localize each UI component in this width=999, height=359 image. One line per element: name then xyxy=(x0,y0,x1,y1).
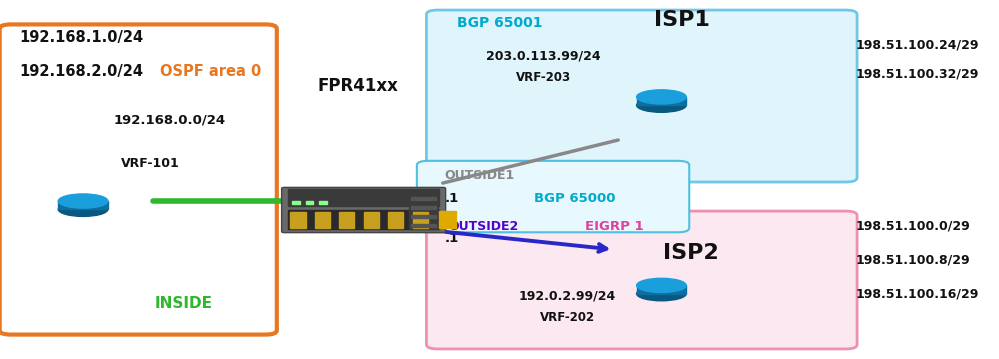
Text: EIGRP 1: EIGRP 1 xyxy=(584,220,643,233)
FancyBboxPatch shape xyxy=(282,187,446,233)
Text: INSIDE: INSIDE xyxy=(155,296,213,311)
Text: ISP2: ISP2 xyxy=(663,243,719,263)
Text: OSPF area 0: OSPF area 0 xyxy=(160,64,261,79)
Text: OUTSIDE2: OUTSIDE2 xyxy=(449,220,518,233)
Bar xyxy=(319,201,327,204)
Text: 198.51.100.32/29: 198.51.100.32/29 xyxy=(855,67,979,80)
Text: VRF-101: VRF-101 xyxy=(121,157,180,170)
Ellipse shape xyxy=(636,98,686,112)
Text: .1: .1 xyxy=(445,192,459,205)
Text: 192.0.2.99/24: 192.0.2.99/24 xyxy=(518,290,616,303)
Text: OUTSIDE1: OUTSIDE1 xyxy=(445,169,514,182)
Bar xyxy=(412,215,436,218)
FancyBboxPatch shape xyxy=(0,24,277,335)
FancyBboxPatch shape xyxy=(427,211,857,349)
Text: 198.51.100.16/29: 198.51.100.16/29 xyxy=(855,288,979,301)
Text: 198.51.100.8/29: 198.51.100.8/29 xyxy=(855,254,970,267)
Text: FPR41xx: FPR41xx xyxy=(318,77,399,95)
Bar xyxy=(439,210,457,219)
Text: 192.168.1.0/24: 192.168.1.0/24 xyxy=(19,30,143,45)
Text: VRF-202: VRF-202 xyxy=(539,311,595,324)
Bar xyxy=(439,220,457,228)
Ellipse shape xyxy=(636,90,686,104)
Bar xyxy=(289,210,439,229)
Text: 203.0.113.99/24: 203.0.113.99/24 xyxy=(487,49,600,62)
Bar xyxy=(291,212,306,228)
Text: 198.51.100.24/29: 198.51.100.24/29 xyxy=(855,38,979,51)
Bar xyxy=(339,212,355,228)
Bar xyxy=(410,191,438,229)
Bar xyxy=(306,201,314,204)
Ellipse shape xyxy=(58,194,108,208)
Ellipse shape xyxy=(58,202,108,216)
Bar xyxy=(315,212,330,228)
Bar xyxy=(58,201,108,209)
Bar xyxy=(292,201,300,204)
Ellipse shape xyxy=(636,278,686,293)
Bar xyxy=(636,285,686,294)
Bar xyxy=(412,224,436,227)
Bar xyxy=(636,97,686,105)
Text: BGP 65000: BGP 65000 xyxy=(533,192,615,205)
Ellipse shape xyxy=(636,286,686,301)
Text: .1: .1 xyxy=(445,232,459,245)
Text: 198.51.100.0/29: 198.51.100.0/29 xyxy=(855,220,970,233)
FancyBboxPatch shape xyxy=(427,10,857,182)
Bar xyxy=(289,189,439,206)
Text: ISP1: ISP1 xyxy=(653,10,709,30)
Bar xyxy=(412,206,436,209)
Text: 192.168.2.0/24: 192.168.2.0/24 xyxy=(19,64,143,79)
Bar xyxy=(412,197,436,200)
Bar xyxy=(388,212,404,228)
Text: 192.168.0.0/24: 192.168.0.0/24 xyxy=(113,114,226,127)
Bar xyxy=(364,212,379,228)
FancyBboxPatch shape xyxy=(417,161,689,232)
Bar xyxy=(413,212,428,228)
Text: VRF-203: VRF-203 xyxy=(515,71,571,84)
Text: BGP 65001: BGP 65001 xyxy=(458,17,542,30)
